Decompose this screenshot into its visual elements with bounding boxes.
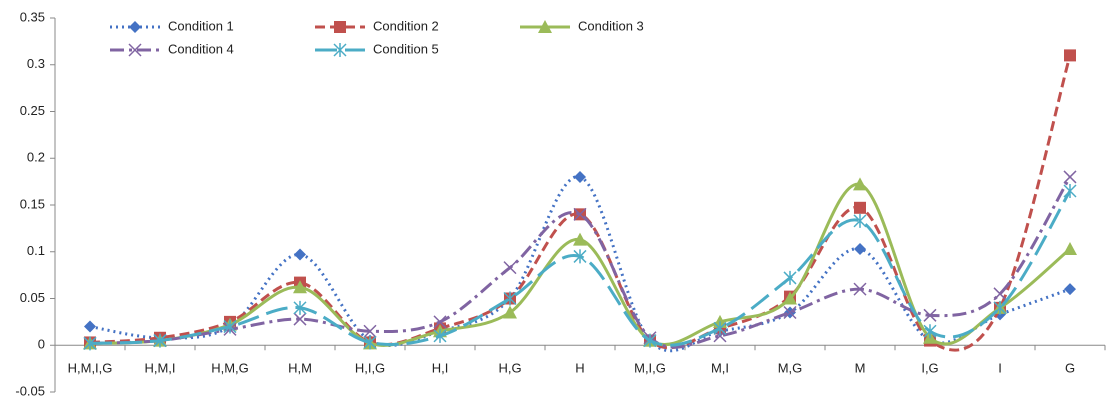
marker bbox=[854, 201, 866, 214]
y-tick-label: -0.05 bbox=[15, 383, 45, 398]
marker bbox=[433, 328, 447, 343]
x-tick-label: H,I,G bbox=[355, 361, 385, 376]
marker bbox=[1063, 170, 1077, 184]
marker bbox=[503, 305, 517, 319]
marker bbox=[573, 249, 587, 264]
legend-label: Condition 1 bbox=[168, 18, 234, 33]
y-tick-label: 0 bbox=[38, 337, 45, 352]
series-line bbox=[89, 175, 1071, 353]
marker bbox=[783, 305, 797, 320]
x-tick-label: H bbox=[575, 361, 584, 376]
marker bbox=[363, 324, 377, 338]
marker bbox=[1063, 183, 1077, 198]
y-tick-label: 0.2 bbox=[27, 150, 45, 165]
legend-marker bbox=[128, 43, 142, 57]
marker bbox=[993, 287, 1007, 301]
marker bbox=[574, 170, 586, 183]
y-tick-label: 0.15 bbox=[20, 196, 45, 211]
series-line bbox=[89, 176, 1072, 349]
x-tick-label: G bbox=[1065, 361, 1075, 376]
marker bbox=[573, 207, 587, 221]
marker bbox=[503, 261, 517, 275]
legend-marker bbox=[334, 21, 346, 33]
marker bbox=[293, 312, 307, 326]
y-tick-label: 0.25 bbox=[20, 103, 45, 118]
y-tick-label: 0.3 bbox=[27, 56, 45, 71]
marker bbox=[923, 324, 937, 339]
marker bbox=[1064, 283, 1076, 296]
marker bbox=[854, 242, 866, 255]
legend-marker bbox=[129, 21, 141, 33]
marker bbox=[84, 320, 96, 333]
y-tick-label: 0.1 bbox=[27, 243, 45, 258]
marker bbox=[573, 232, 587, 246]
marker bbox=[853, 282, 867, 296]
legend-label: Condition 3 bbox=[578, 18, 644, 33]
marker bbox=[1064, 49, 1076, 62]
marker bbox=[363, 335, 377, 350]
x-tick-label: M,I bbox=[711, 361, 729, 376]
marker bbox=[853, 213, 867, 228]
marker bbox=[294, 248, 306, 261]
x-tick-label: H,M,I,G bbox=[68, 361, 113, 376]
marker bbox=[293, 280, 307, 294]
x-tick-label: M,I,G bbox=[634, 361, 666, 376]
legend-marker bbox=[333, 43, 347, 57]
series-line bbox=[89, 54, 1072, 352]
marker bbox=[433, 315, 447, 329]
x-tick-label: H,M bbox=[288, 361, 312, 376]
y-tick-label: 0.35 bbox=[20, 9, 45, 24]
marker bbox=[643, 333, 657, 348]
legend-label: Condition 5 bbox=[373, 41, 439, 56]
x-tick-label: I,G bbox=[921, 361, 938, 376]
x-tick-label: H,M,G bbox=[211, 361, 249, 376]
marker bbox=[783, 291, 797, 305]
series-line bbox=[89, 182, 1071, 347]
marker bbox=[83, 336, 97, 351]
x-tick-label: H,G bbox=[498, 361, 521, 376]
marker bbox=[223, 319, 237, 334]
legend-label: Condition 2 bbox=[373, 18, 439, 33]
y-tick-label: 0.05 bbox=[20, 290, 45, 305]
series-line bbox=[89, 190, 1072, 347]
x-tick-label: H,I bbox=[432, 361, 449, 376]
marker bbox=[923, 308, 937, 322]
marker bbox=[783, 270, 797, 285]
marker bbox=[153, 333, 167, 348]
x-tick-label: M,G bbox=[778, 361, 803, 376]
x-tick-label: M bbox=[855, 361, 866, 376]
legend-label: Condition 4 bbox=[168, 41, 234, 56]
marker bbox=[713, 321, 727, 336]
x-tick-label: I bbox=[998, 361, 1002, 376]
marker bbox=[503, 291, 517, 306]
legend-marker bbox=[538, 20, 552, 33]
marker bbox=[293, 300, 307, 315]
marker bbox=[1063, 241, 1077, 255]
marker bbox=[993, 300, 1007, 315]
x-tick-label: H,M,I bbox=[144, 361, 175, 376]
marker bbox=[853, 177, 867, 191]
